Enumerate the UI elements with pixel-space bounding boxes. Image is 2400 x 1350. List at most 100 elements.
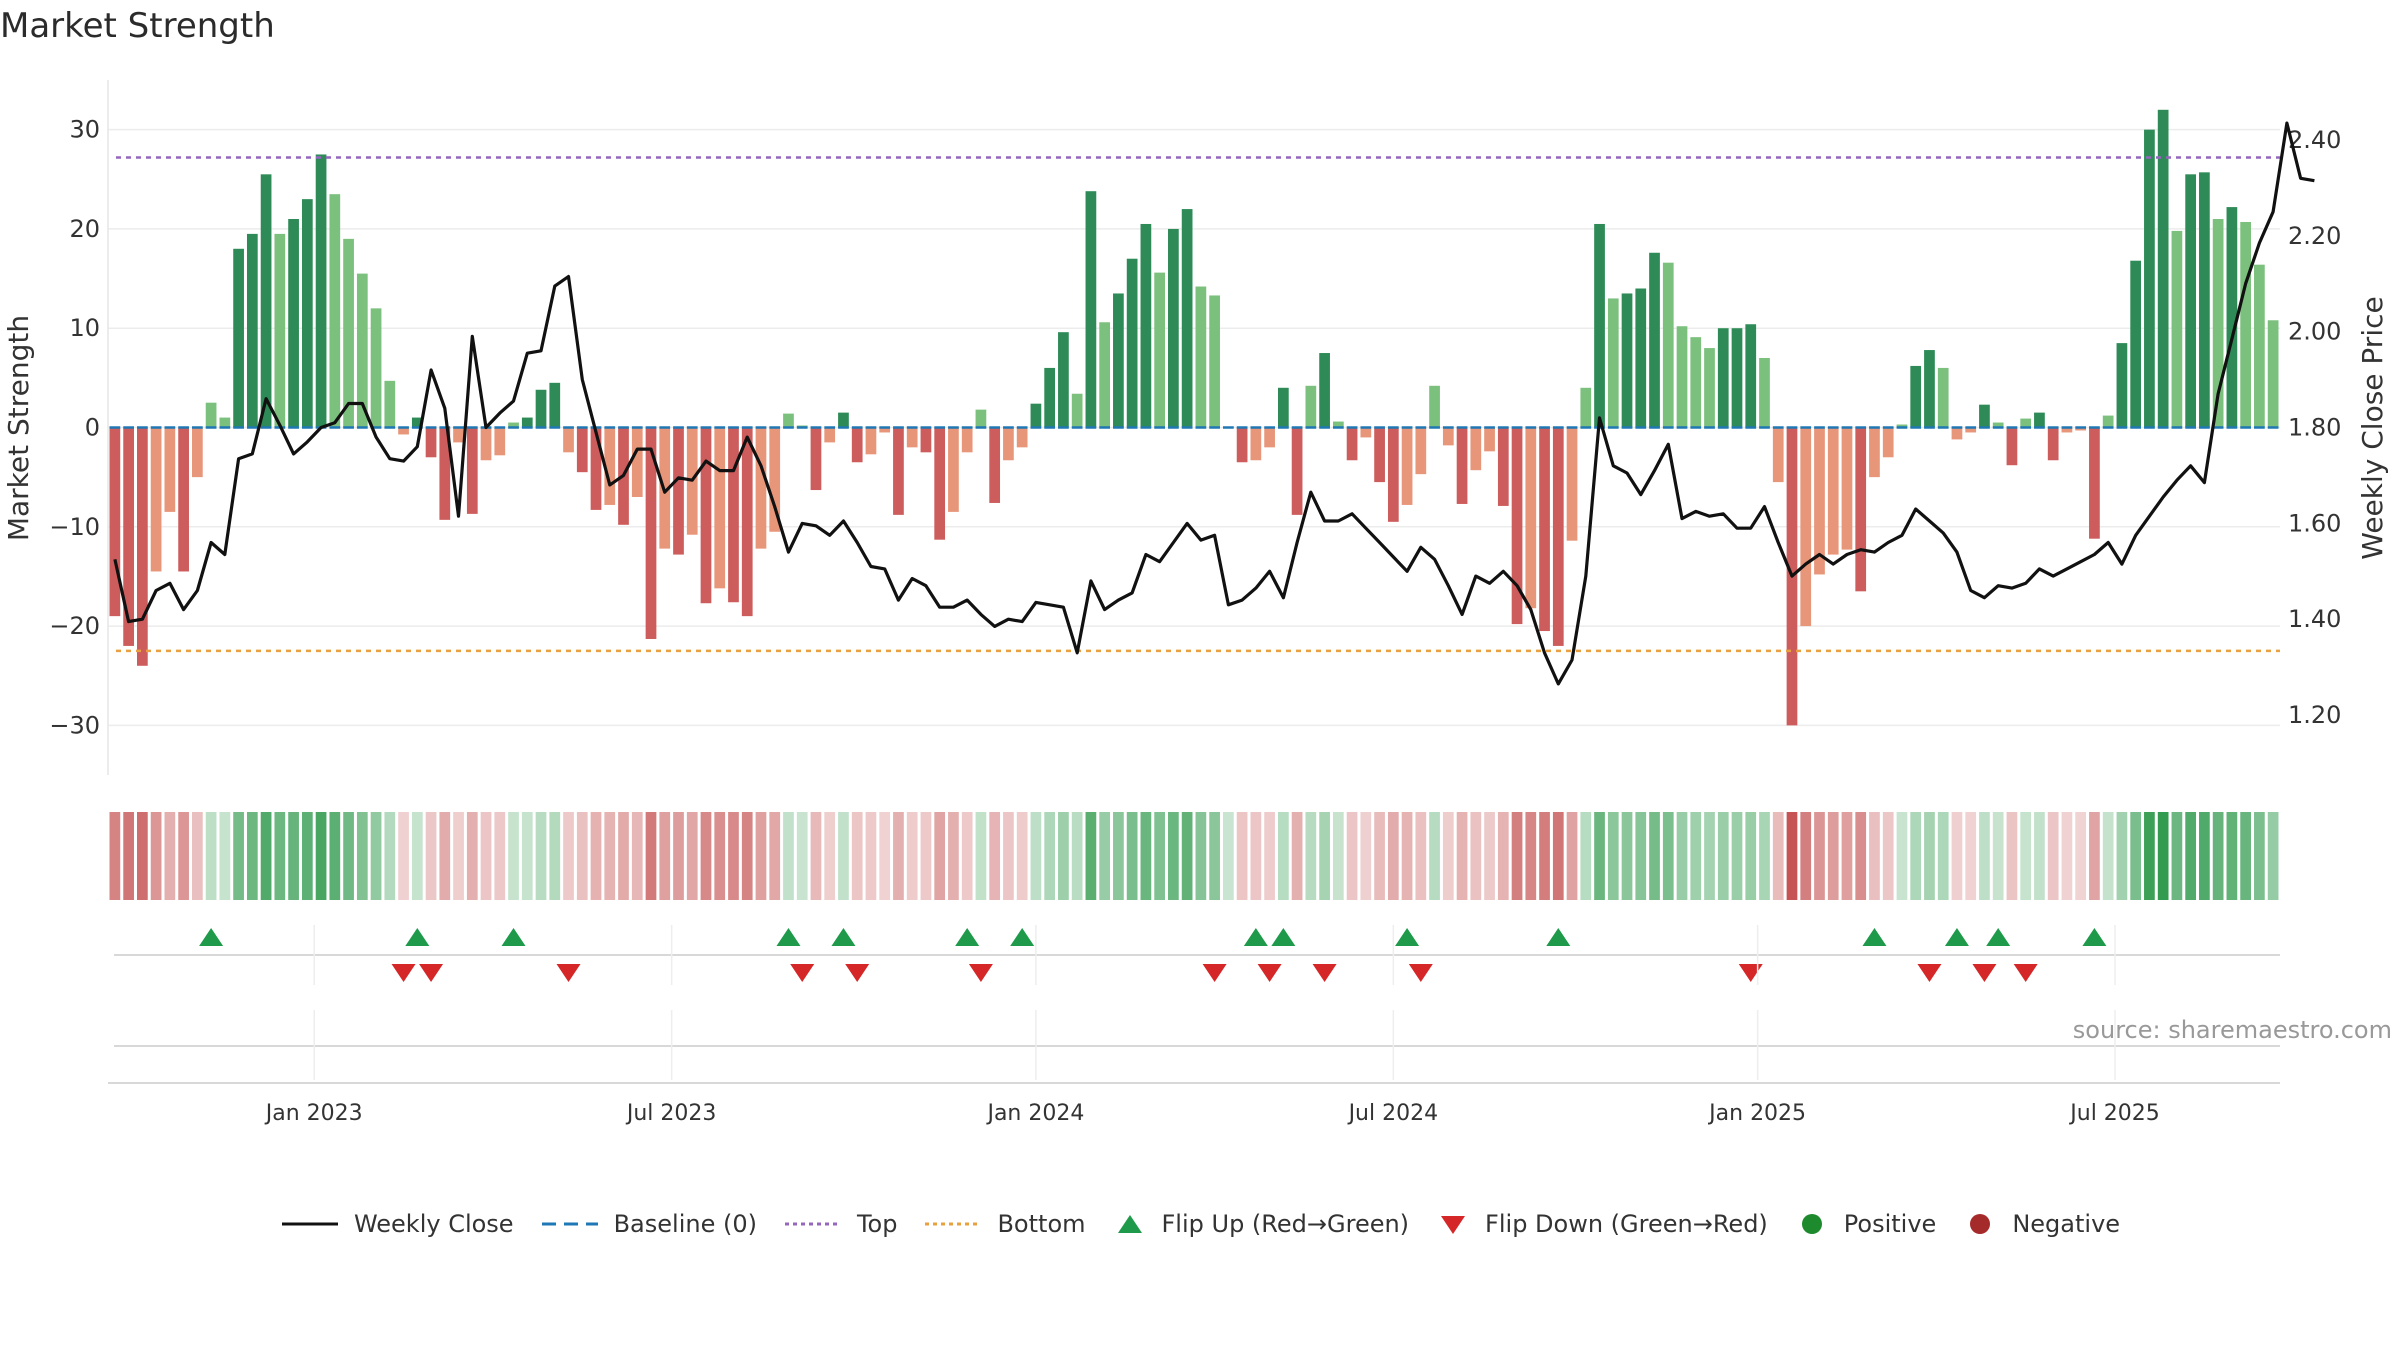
- strength-bar: [1168, 228, 1179, 428]
- heat-cell: [1566, 812, 1578, 900]
- strength-bar: [2254, 264, 2265, 428]
- heat-cell: [851, 812, 863, 900]
- strength-bar: [1401, 427, 1413, 505]
- heat-cell: [2089, 812, 2100, 900]
- heat-cell: [1979, 812, 1990, 900]
- strength-bar: [755, 427, 767, 549]
- strength-bar: [343, 238, 354, 428]
- heat-cell: [741, 812, 753, 900]
- strength-bar: [2130, 260, 2142, 428]
- strength-bar: [246, 233, 258, 428]
- heat-cell: [1497, 812, 1509, 900]
- y2-tick-label: 2.00: [2288, 318, 2341, 346]
- heat-cell: [893, 812, 904, 900]
- heat-cell: [1621, 812, 1633, 900]
- strength-bar: [1924, 350, 1935, 428]
- strength-bar: [1113, 293, 1124, 428]
- strength-bar: [1058, 332, 1069, 428]
- heat-cell: [1882, 812, 1894, 900]
- strength-bar: [1607, 298, 1619, 428]
- strength-bar: [769, 427, 781, 532]
- heat-cell: [1291, 812, 1303, 900]
- strength-bar: [1415, 427, 1427, 475]
- heat-cell: [1195, 812, 1207, 900]
- strength-bar: [205, 402, 217, 428]
- y2-tick-label: 1.60: [2288, 509, 2341, 537]
- heat-cell: [1745, 812, 1757, 900]
- strength-bar: [1456, 427, 1468, 504]
- flip-up-marker: [831, 928, 856, 946]
- strength-bar: [521, 417, 533, 428]
- heat-cell: [1731, 812, 1743, 900]
- strength-bar: [920, 427, 932, 453]
- heat-cell: [2102, 812, 2114, 900]
- heat-cell: [219, 812, 231, 900]
- strength-bar: [1855, 427, 1867, 592]
- heat-cell: [246, 812, 258, 900]
- heat-cell: [2212, 812, 2224, 900]
- heat-cell: [549, 812, 561, 900]
- source-label: source: sharemaestro.com: [2072, 1016, 2392, 1044]
- heat-cell: [1470, 812, 1482, 900]
- strength-bar: [1154, 272, 1165, 428]
- heat-cell: [728, 812, 739, 900]
- heat-cell: [1099, 812, 1111, 900]
- strength-bar: [109, 427, 121, 617]
- flip-down-marker: [845, 964, 870, 982]
- heat-cell: [301, 812, 313, 900]
- heat-cell: [1649, 812, 1660, 900]
- heat-cell: [604, 812, 616, 900]
- heat-cell: [673, 812, 684, 900]
- strength-bar: [1264, 427, 1275, 448]
- heat-cell: [1525, 812, 1537, 900]
- x-tick-label: Jan 2025: [1707, 1101, 1806, 1126]
- strength-bar: [1566, 427, 1578, 541]
- heat-cell: [1484, 812, 1495, 900]
- strength-bar: [2185, 174, 2197, 428]
- heat-cell: [535, 812, 547, 900]
- heat-cell: [1264, 812, 1275, 900]
- x-tick-label: Jul 2024: [1347, 1101, 1439, 1126]
- strength-bar: [1209, 295, 1220, 428]
- heat-cell: [1635, 812, 1647, 900]
- y-tick-label: −20: [49, 612, 100, 640]
- heat-cell: [384, 812, 396, 900]
- strength-bar: [1814, 427, 1825, 575]
- heat-cell: [494, 812, 506, 900]
- heat-cell: [1223, 812, 1234, 900]
- heat-cell: [563, 812, 574, 900]
- heat-cell: [2157, 812, 2169, 900]
- heat-cell: [961, 812, 973, 900]
- strength-bar: [178, 427, 189, 572]
- heat-cell: [2075, 812, 2087, 900]
- strength-bar: [1099, 322, 1111, 428]
- strength-bar: [1841, 427, 1853, 550]
- heat-cell: [1937, 812, 1949, 900]
- strength-bar: [329, 194, 341, 428]
- strength-bar: [2267, 320, 2279, 428]
- strength-bar: [191, 427, 203, 478]
- heat-cell: [191, 812, 203, 900]
- strength-bar: [824, 427, 836, 443]
- strength-bar: [1085, 191, 1097, 428]
- heat-cell: [1580, 812, 1592, 900]
- legend-label: Baseline (0): [613, 1210, 757, 1238]
- heat-cell: [315, 812, 327, 900]
- flip-up-marker: [1010, 928, 1035, 946]
- heat-cell: [137, 812, 148, 900]
- legend-label: Positive: [1843, 1210, 1937, 1238]
- flip-up-marker: [1546, 928, 1571, 946]
- heat-cell: [1539, 812, 1550, 900]
- flip-up-marker: [2082, 928, 2107, 946]
- strength-bar: [1937, 367, 1949, 428]
- strength-bar: [1387, 427, 1399, 522]
- heat-cell: [1690, 812, 1702, 900]
- flip-down-marker: [1202, 964, 1227, 982]
- heat-cell: [288, 812, 299, 900]
- heat-cell: [2254, 812, 2265, 900]
- heat-cell: [1910, 812, 1922, 900]
- heat-cell: [109, 812, 121, 900]
- flip-down-marker: [1738, 964, 1763, 982]
- strength-bar: [384, 380, 396, 428]
- heat-cell: [439, 812, 451, 900]
